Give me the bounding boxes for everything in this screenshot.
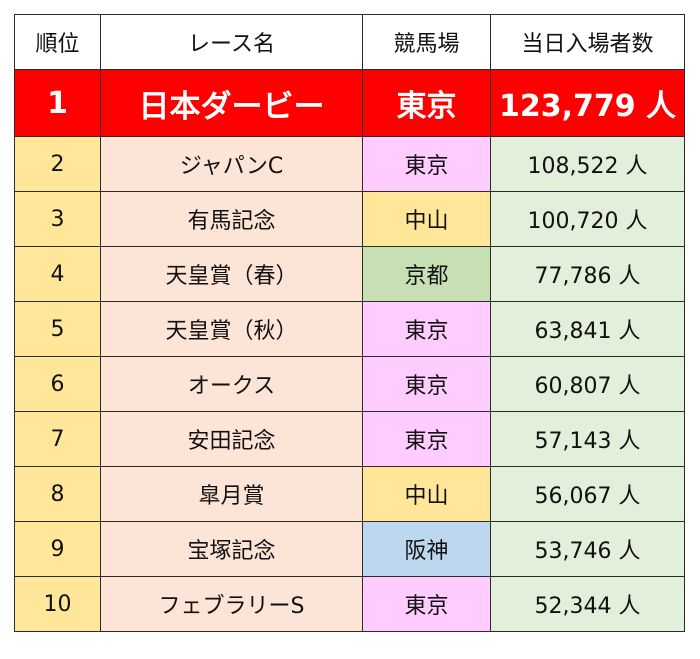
rank-cell: 8 (14, 466, 101, 522)
attendance-ranking-table: 順位 レース名 競馬場 当日入場者数 1 日本ダービー 東京 123,779 人… (14, 14, 685, 632)
race-name-cell: フェブラリーS (100, 576, 363, 632)
venue-cell: 京都 (362, 246, 491, 302)
attendance-cell: 56,067 人 (490, 466, 685, 522)
rank-cell: 9 (14, 521, 101, 577)
venue-cell: 東京 (362, 356, 491, 412)
race-name-cell: 宝塚記念 (100, 521, 363, 577)
header-venue: 競馬場 (362, 14, 491, 70)
attendance-cell: 60,807 人 (490, 356, 685, 412)
table-row: 1 日本ダービー 東京 123,779 人 (14, 69, 685, 137)
attendance-cell: 63,841 人 (490, 301, 685, 357)
race-name-cell: 安田記念 (100, 411, 363, 467)
table-row: 9 宝塚記念 阪神 53,746 人 (14, 521, 685, 577)
attendance-cell: 57,143 人 (490, 411, 685, 467)
venue-cell: 東京 (362, 136, 491, 192)
race-name-cell: ジャパンC (100, 136, 363, 192)
table-row: 5 天皇賞（秋） 東京 63,841 人 (14, 301, 685, 357)
race-name-cell: 有馬記念 (100, 191, 363, 247)
race-name-cell: 皐月賞 (100, 466, 363, 522)
venue-cell: 東京 (362, 301, 491, 357)
rank-cell: 10 (14, 576, 101, 632)
attendance-cell: 52,344 人 (490, 576, 685, 632)
table-row: 4 天皇賞（春） 京都 77,786 人 (14, 246, 685, 302)
rank-cell: 1 (14, 69, 101, 137)
rank-cell: 4 (14, 246, 101, 302)
header-rank: 順位 (14, 14, 101, 70)
venue-cell: 中山 (362, 466, 491, 522)
table-row: 3 有馬記念 中山 100,720 人 (14, 191, 685, 247)
venue-cell: 東京 (362, 576, 491, 632)
race-name-cell: 日本ダービー (100, 69, 363, 137)
table-row: 2 ジャパンC 東京 108,522 人 (14, 136, 685, 192)
attendance-cell: 53,746 人 (490, 521, 685, 577)
rank-cell: 3 (14, 191, 101, 247)
attendance-cell: 123,779 人 (490, 69, 685, 137)
table-row: 7 安田記念 東京 57,143 人 (14, 411, 685, 467)
table-row: 8 皐月賞 中山 56,067 人 (14, 466, 685, 522)
table-row: 10 フェブラリーS 東京 52,344 人 (14, 576, 685, 632)
venue-cell: 東京 (362, 411, 491, 467)
table-row: 6 オークス 東京 60,807 人 (14, 356, 685, 412)
venue-cell: 東京 (362, 69, 491, 137)
rank-cell: 2 (14, 136, 101, 192)
rank-cell: 7 (14, 411, 101, 467)
rank-cell: 5 (14, 301, 101, 357)
race-name-cell: 天皇賞（秋） (100, 301, 363, 357)
venue-cell: 阪神 (362, 521, 491, 577)
attendance-cell: 100,720 人 (490, 191, 685, 247)
header-race-name: レース名 (100, 14, 363, 70)
header-row: 順位 レース名 競馬場 当日入場者数 (14, 14, 685, 70)
attendance-cell: 108,522 人 (490, 136, 685, 192)
venue-cell: 中山 (362, 191, 491, 247)
race-name-cell: オークス (100, 356, 363, 412)
header-attendance: 当日入場者数 (490, 14, 685, 70)
attendance-cell: 77,786 人 (490, 246, 685, 302)
race-name-cell: 天皇賞（春） (100, 246, 363, 302)
rank-cell: 6 (14, 356, 101, 412)
